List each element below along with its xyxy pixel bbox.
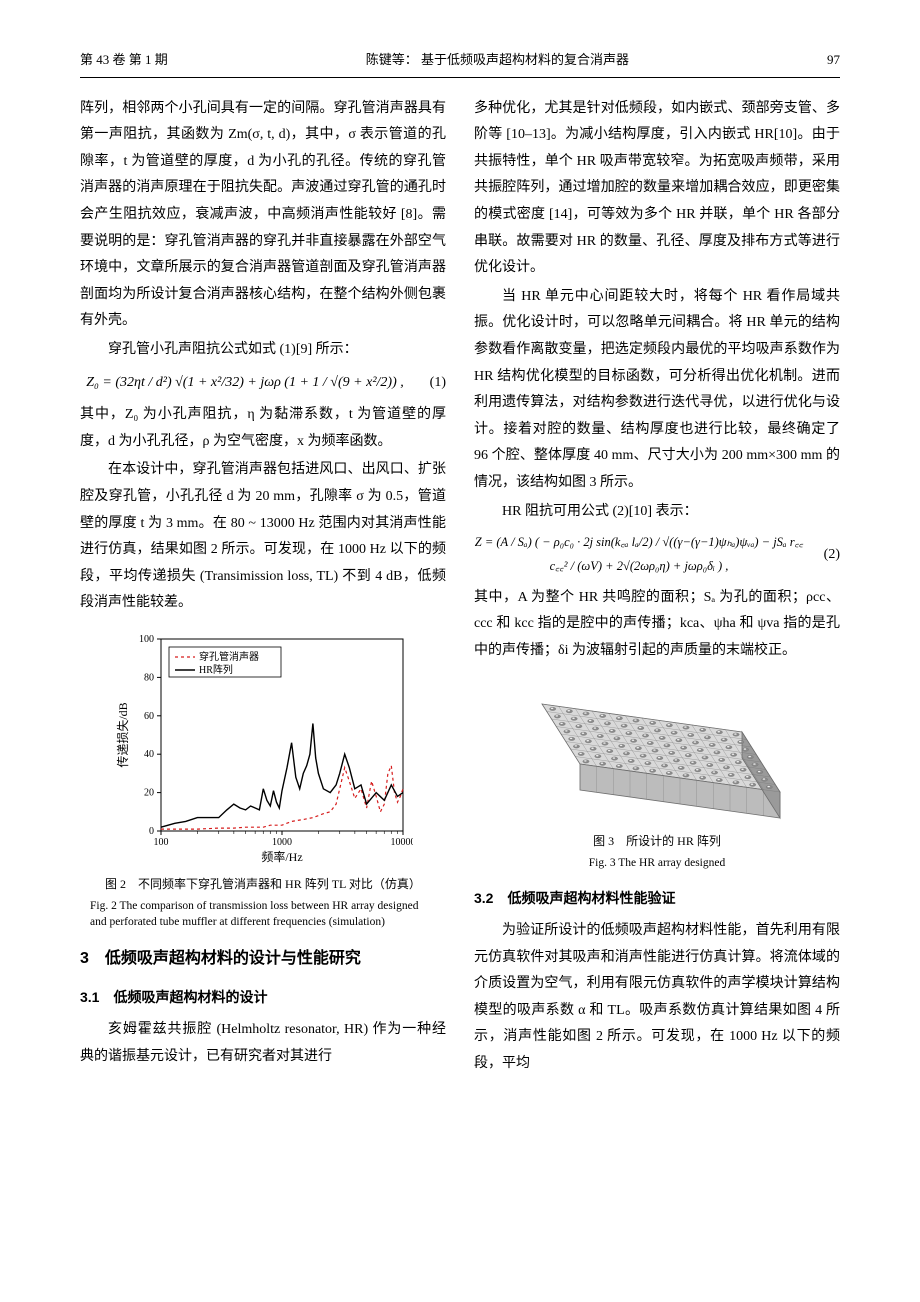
- col1-eq1-lead: 穿孔管小孔声阻抗公式如式 (1)[9] 所示：: [80, 337, 446, 364]
- running-header: 第 43 卷 第 1 期 陈键等： 基于低频吸声超构材料的复合消声器 97: [80, 48, 840, 78]
- figure-3-caption-en: Fig. 3 The HR array designed: [474, 855, 840, 871]
- col2-eq2-lead: HR 阻抗可用公式 (2)[10] 表示：: [474, 499, 840, 526]
- col2-p4: 其中，A 为整个 HR 共鸣腔的面积；Sₐ 为孔的面积；ρcc、ccc 和 kc…: [474, 585, 840, 665]
- section-3-1-heading: 3.1 低频吸声超构材料的设计: [80, 984, 446, 1011]
- header-center: 陈键等： 基于低频吸声超构材料的复合消声器: [366, 48, 629, 73]
- svg-text:60: 60: [144, 711, 154, 722]
- header-right: 97: [827, 48, 840, 73]
- col1-p5: 亥姆霍兹共振腔 (Helmholtz resonator, HR) 作为一种经典…: [80, 1017, 446, 1070]
- figure-2-caption-en: Fig. 2 The comparison of transmission lo…: [80, 898, 446, 930]
- svg-text:HR阵列: HR阵列: [199, 663, 233, 676]
- svg-text:100: 100: [154, 837, 169, 848]
- col2-p2: 当 HR 单元中心间距较大时，将每个 HR 看作局域共振。优化设计时，可以忽略单…: [474, 284, 840, 497]
- equation-1-number: (1): [410, 370, 446, 397]
- section-3-heading: 3 低频吸声超构材料的设计与性能研究: [80, 944, 446, 974]
- col2-p5: 为验证所设计的低频吸声超构材料性能，首先利用有限元仿真软件对其吸声和消声性能进行…: [474, 918, 840, 1078]
- col2-p1: 多种优化，尤其是针对低频段，如内嵌式、颈部旁支管、多阶等 [10–13]。为减小…: [474, 96, 840, 282]
- header-left: 第 43 卷 第 1 期: [80, 48, 168, 73]
- figure-2-chart: 0 20 40 60 80 100 100 1000 10000 频率/Hz 传递损失/dB 穿孔管消…: [113, 627, 413, 867]
- equation-1-math: Z₀ = (32ηt / d²) √(1 + x²/32) + jωρ (1 +…: [80, 370, 410, 397]
- body-columns: 阵列，相邻两个小孔间具有一定的间隔。穿孔管消声器具有第一声阻抗，其函数为 Zm(…: [80, 96, 840, 1078]
- figure-3-render: [522, 674, 792, 824]
- svg-text:100: 100: [139, 634, 154, 645]
- svg-text:穿孔管消声器: 穿孔管消声器: [199, 650, 259, 663]
- equation-2-math: Z = (A / Sₐ) ( − ρ₀c₀ · 2j sin(k꜀ₐ lₐ/2)…: [474, 531, 804, 579]
- figure-3: 图 3 所设计的 HR 阵列 Fig. 3 The HR array desig…: [474, 674, 840, 871]
- equation-1: Z₀ = (32ηt / d²) √(1 + x²/32) + jωρ (1 +…: [80, 370, 446, 397]
- figure-2: 0 20 40 60 80 100 100 1000 10000 频率/Hz 传递损失/dB 穿孔管消…: [80, 627, 446, 930]
- svg-text:1000: 1000: [272, 837, 292, 848]
- figure-3-caption-cn: 图 3 所设计的 HR 阵列: [474, 830, 840, 853]
- svg-text:频率/Hz: 频率/Hz: [261, 849, 302, 864]
- col1-p4: 在本设计中，穿孔管消声器包括进风口、出风口、扩张腔及穿孔管，小孔孔径 d 为 2…: [80, 457, 446, 617]
- col1-p3: 其中，Z₀ 为小孔声阻抗，η 为黏滞系数，t 为管道壁的厚度，d 为小孔孔径，ρ…: [80, 402, 446, 455]
- equation-2-number: (2): [804, 542, 840, 569]
- figure-2-caption-cn: 图 2 不同频率下穿孔管消声器和 HR 阵列 TL 对比（仿真）: [80, 873, 446, 896]
- svg-text:0: 0: [149, 826, 154, 837]
- svg-text:传递损失/dB: 传递损失/dB: [115, 702, 130, 767]
- svg-text:10000: 10000: [391, 837, 414, 848]
- svg-text:80: 80: [144, 672, 154, 683]
- section-3-2-heading: 3.2 低频吸声超构材料性能验证: [474, 885, 840, 912]
- equation-2: Z = (A / Sₐ) ( − ρ₀c₀ · 2j sin(k꜀ₐ lₐ/2)…: [474, 531, 840, 579]
- svg-text:40: 40: [144, 749, 154, 760]
- svg-text:20: 20: [144, 788, 154, 799]
- col1-p1: 阵列，相邻两个小孔间具有一定的间隔。穿孔管消声器具有第一声阻抗，其函数为 Zm(…: [80, 96, 446, 335]
